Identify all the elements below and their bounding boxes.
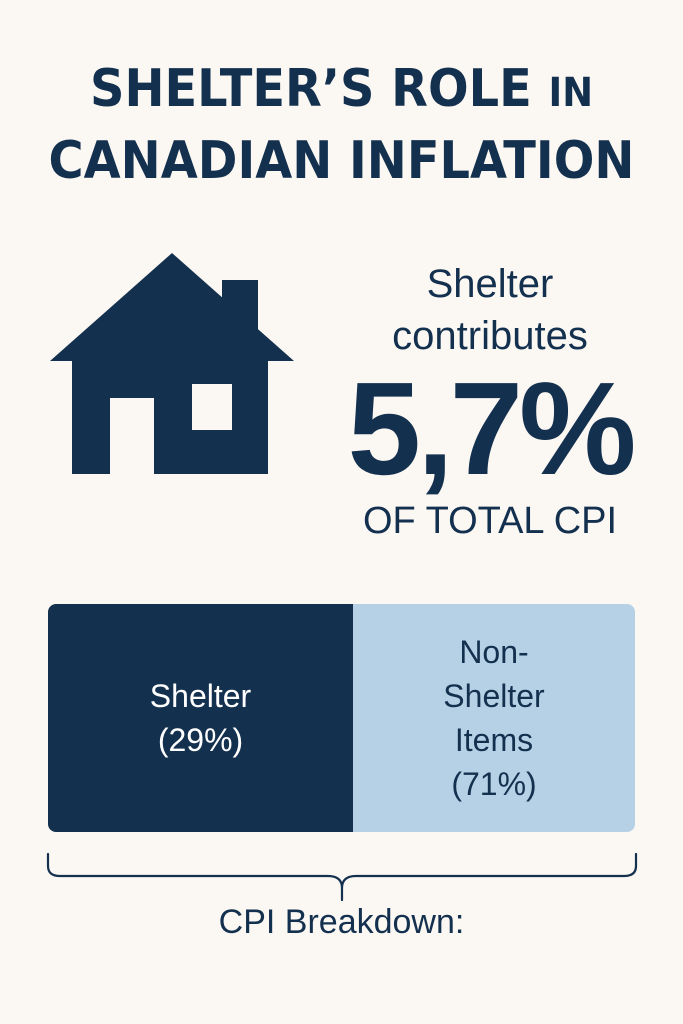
bar-label-non-shelter-line-4: (71%) xyxy=(451,766,537,802)
bar-label-non-shelter: Non- Shelter Items (71%) xyxy=(423,630,564,806)
bar-label-non-shelter-line-3: Items xyxy=(454,722,534,758)
bar-label-shelter: Shelter (29%) xyxy=(130,674,271,762)
bar-segment-non-shelter: Non- Shelter Items (71%) xyxy=(353,604,635,832)
curly-brace-icon xyxy=(46,852,638,902)
stat-block: Shelter contributes 5,7% OF TOTAL CPI xyxy=(320,258,660,544)
house-icon xyxy=(50,253,294,474)
title-line-1: SHELTER’S ROLE IN xyxy=(89,59,593,119)
stat-sub: OF TOTAL CPI xyxy=(362,500,618,542)
chart-caption: CPI Breakdown: xyxy=(218,903,465,941)
bar-label-shelter-line-2: (29%) xyxy=(157,722,244,758)
stat-lead-line-1: Shelter xyxy=(426,262,554,306)
stat-value: 5,7% xyxy=(347,355,637,502)
bar-label-non-shelter-line-2: Shelter xyxy=(443,678,545,714)
bar-segment-shelter: Shelter (29%) xyxy=(48,604,353,832)
cpi-breakdown-bar: Shelter (29%) Non- Shelter Items (71%) xyxy=(48,604,635,832)
stat-lead: Shelter contributes xyxy=(320,258,660,362)
stat-lead-line-2: contributes xyxy=(392,314,588,358)
bar-label-non-shelter-line-1: Non- xyxy=(459,634,529,670)
bar-label-shelter-line-1: Shelter xyxy=(149,678,252,714)
title-line-2: CANADIAN INFLATION xyxy=(48,131,635,191)
page-title: SHELTER’S ROLE IN CANADIAN INFLATION xyxy=(0,55,683,195)
